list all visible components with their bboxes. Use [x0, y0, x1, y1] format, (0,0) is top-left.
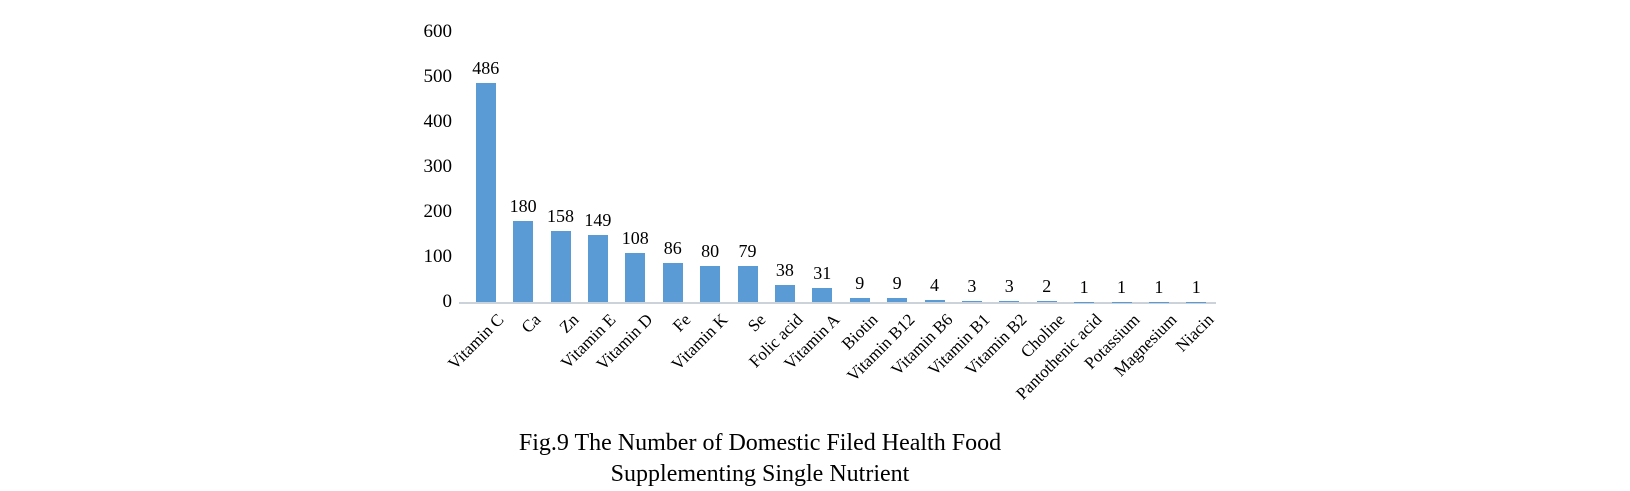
figure-caption-line-1: Fig.9 The Number of Domestic Filed Healt… [518, 430, 1002, 456]
bar-value-label: 2 [1042, 276, 1052, 297]
bar [550, 230, 571, 302]
bar [587, 234, 608, 302]
bar [1036, 301, 1057, 302]
bar-value-label: 3 [967, 275, 977, 296]
bar [924, 300, 945, 302]
y-tick-label: 100 [423, 246, 453, 267]
bar-value-label: 486 [472, 58, 500, 79]
bar [625, 253, 646, 302]
bar [475, 83, 496, 302]
figure-caption-line-2: Supplementing Single Nutrient [610, 461, 910, 487]
y-tick-label: 300 [423, 156, 453, 177]
bar-value-label: 9 [855, 272, 865, 293]
bar [812, 288, 833, 302]
bar-value-label: 158 [547, 205, 574, 226]
bar-value-label: 38 [775, 259, 794, 280]
bar-value-label: 149 [584, 209, 612, 230]
bar-value-label: 1 [1154, 276, 1164, 297]
y-tick-label: 400 [423, 111, 453, 132]
bar [737, 266, 758, 302]
y-tick-label: 200 [423, 201, 453, 222]
bar [700, 266, 721, 302]
bar [849, 297, 870, 302]
y-tick-label: 600 [423, 21, 453, 42]
bar [662, 263, 683, 302]
bar [887, 297, 908, 302]
y-axis: 0 100 200 300 400 500 600 [360, 0, 453, 330]
x-axis-line [459, 302, 1216, 304]
bar-value-label: 79 [738, 241, 757, 262]
bar-value-label: 80 [701, 241, 720, 261]
y-tick-label: 500 [423, 66, 453, 87]
bar-value-label: 3 [1004, 275, 1014, 296]
bar-value-label: 9 [892, 272, 902, 293]
bar-value-label: 4 [930, 275, 939, 296]
bar-value-label: 1 [1079, 276, 1089, 297]
bar [513, 221, 534, 302]
bar-value-label: 180 [509, 196, 537, 216]
bar-value-label: 108 [621, 228, 649, 249]
bar [774, 284, 795, 302]
bar-value-label: 86 [663, 238, 682, 259]
bar [999, 300, 1020, 302]
bar-value-label: 31 [813, 263, 832, 284]
figure-caption: Fig.9 The Number of Domestic Filed Healt… [260, 428, 1260, 490]
bar-value-label: 1 [1117, 276, 1126, 297]
bar-value-label: 1 [1191, 276, 1201, 297]
bar [961, 300, 982, 302]
y-tick-label: 0 [442, 291, 453, 312]
